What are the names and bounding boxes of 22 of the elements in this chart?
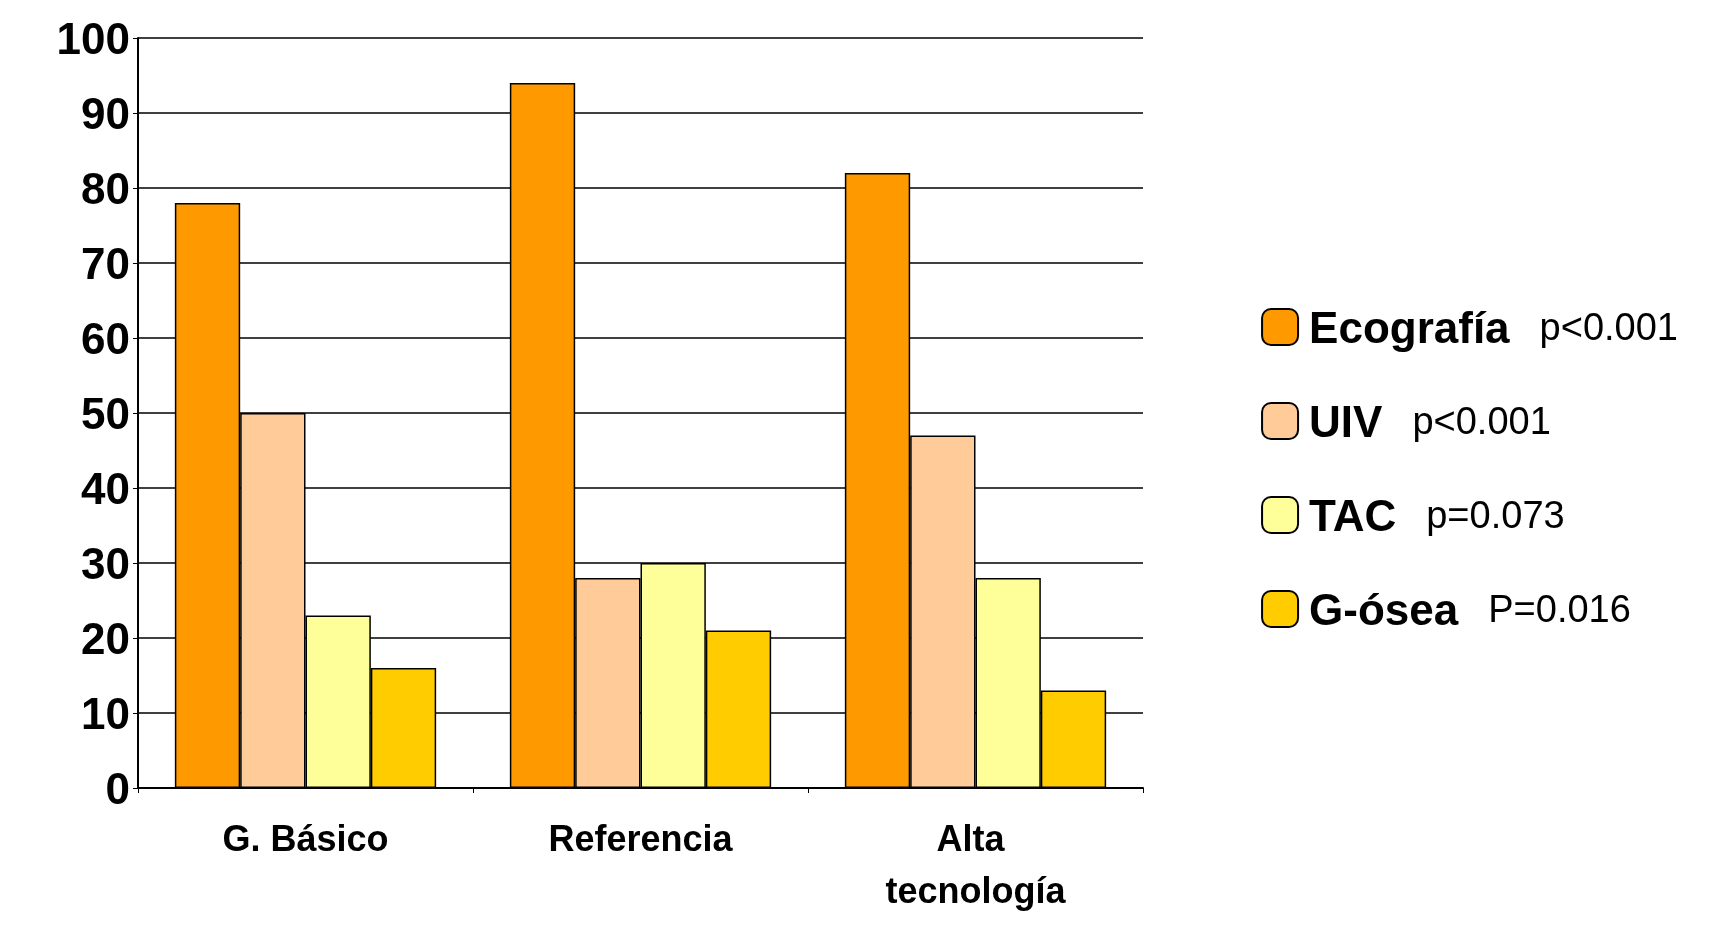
y-tick-label: 80	[81, 163, 130, 213]
text: p<0.001	[1539, 306, 1678, 348]
y-tick-label: 40	[81, 463, 130, 513]
y-tick-label: 50	[81, 388, 130, 438]
text: p<0.001	[1412, 400, 1551, 442]
x-tick-label: Referencia	[548, 817, 734, 859]
legend-label: G-ósea	[1309, 584, 1459, 634]
y-tick-label: 30	[81, 538, 130, 588]
y-tick-label: 90	[81, 88, 130, 138]
y-tick-label: 0	[105, 763, 130, 813]
y-tick-label: 60	[81, 313, 130, 363]
text: P=0.016	[1488, 588, 1631, 630]
y-tick-label: 10	[81, 688, 130, 738]
legend-label: UIV	[1309, 396, 1384, 446]
legend-label: TAC	[1309, 490, 1397, 540]
legend-label: Ecografía	[1309, 302, 1511, 352]
text: p=0.073	[1426, 494, 1565, 536]
y-tick-label: 20	[81, 613, 130, 663]
x-tick-label: Alta tecnología	[885, 817, 1067, 911]
y-tick-label: 100	[56, 13, 130, 63]
x-tick-label: G. Básico	[222, 817, 389, 859]
y-tick-label: 70	[81, 238, 130, 288]
